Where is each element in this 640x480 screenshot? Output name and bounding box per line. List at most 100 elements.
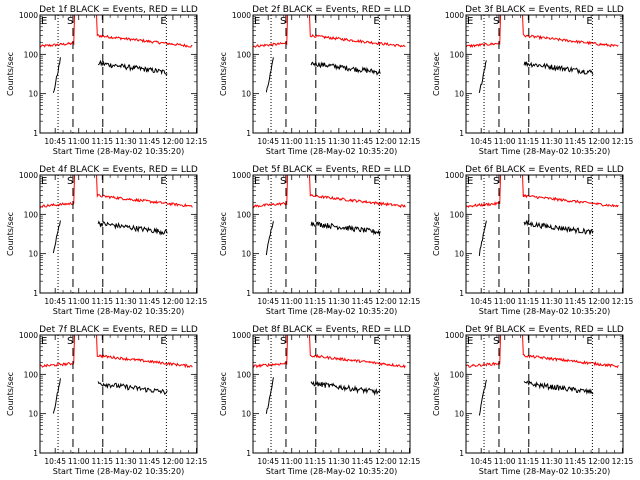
y-axis-label: Counts/sec xyxy=(6,52,15,96)
x-tick-label: 12:15 xyxy=(186,457,208,466)
y-tick-label: 10 xyxy=(28,250,38,259)
y-tick-label: 1000 xyxy=(19,11,38,20)
y-tick-label: 1000 xyxy=(232,11,251,20)
y-tick-label: 1000 xyxy=(19,171,38,180)
x-axis-label: Start Time (28-May-02 10:35:20) xyxy=(479,307,610,316)
flag-label: E xyxy=(254,176,260,187)
lld-series-line xyxy=(252,334,406,369)
y-tick-label: 1000 xyxy=(445,11,464,20)
x-tick-label: 10:45 xyxy=(470,297,492,306)
y-tick-label: 1000 xyxy=(232,171,251,180)
y-axis-label: Counts/sec xyxy=(219,372,228,416)
detector-panel-1f: Det 1f BLACK = Events, RED = LLD Counts/s… xyxy=(6,5,208,156)
events-series-line-1 xyxy=(52,378,61,414)
lld-series-line xyxy=(39,14,193,48)
x-tick-label: 11:00 xyxy=(281,457,303,466)
events-series-line-2 xyxy=(310,61,381,76)
x-tick-label: 11:00 xyxy=(68,457,90,466)
flag-label: E xyxy=(467,16,473,27)
x-tick-label: 11:30 xyxy=(115,297,137,306)
events-series-line-1 xyxy=(265,57,274,93)
x-tick-label: 10:45 xyxy=(470,457,492,466)
y-tick-label: 1 xyxy=(33,129,38,138)
y-tick-label: 1 xyxy=(246,449,251,458)
x-tick-label: 11:15 xyxy=(91,137,113,146)
y-axis-label: Counts/sec xyxy=(432,372,441,416)
x-tick-label: 12:00 xyxy=(375,137,397,146)
x-tick-label: 11:00 xyxy=(281,297,303,306)
detector-panel-4f: Det 4f BLACK = Events, RED = LLD Counts/s… xyxy=(6,165,208,316)
x-tick-label: 11:00 xyxy=(68,137,90,146)
plot-frame xyxy=(252,334,411,454)
y-tick-label: 10 xyxy=(28,410,38,419)
flag-label: E xyxy=(586,336,592,347)
x-tick-label: 12:15 xyxy=(612,137,634,146)
x-tick-label: 11:00 xyxy=(494,457,516,466)
events-series-line-2 xyxy=(97,220,168,236)
x-tick-label: 11:00 xyxy=(68,297,90,306)
x-tick-label: 11:15 xyxy=(91,297,113,306)
events-series-line-2 xyxy=(523,61,594,75)
x-tick-label: 11:30 xyxy=(328,297,350,306)
events-series-line-2 xyxy=(310,380,381,396)
x-tick-label: 11:45 xyxy=(352,137,374,146)
detector-panel-7f: Det 7f BLACK = Events, RED = LLD Counts/s… xyxy=(6,325,208,476)
y-tick-label: 1000 xyxy=(445,171,464,180)
x-tick-label: 12:00 xyxy=(588,457,610,466)
flag-label: S xyxy=(67,176,73,187)
x-tick-label: 12:00 xyxy=(588,297,610,306)
x-tick-label: 11:15 xyxy=(304,297,326,306)
x-tick-label: 12:00 xyxy=(162,137,184,146)
panel-title: Det 7f BLACK = Events, RED = LLD xyxy=(39,325,198,335)
x-tick-label: 11:15 xyxy=(91,457,113,466)
x-tick-label: 10:45 xyxy=(257,457,279,466)
x-tick-label: 10:45 xyxy=(470,137,492,146)
flag-label: E xyxy=(160,16,166,27)
lld-series-line xyxy=(252,174,406,209)
flag-label: S xyxy=(280,336,286,347)
y-tick-label: 1 xyxy=(246,129,251,138)
y-axis-label: Counts/sec xyxy=(6,212,15,256)
panel-title: Det 1f BLACK = Events, RED = LLD xyxy=(39,5,198,15)
y-tick-label: 100 xyxy=(237,210,252,219)
y-axis-label: Counts/sec xyxy=(432,212,441,256)
y-axis-label: Counts/sec xyxy=(432,52,441,96)
x-tick-label: 12:00 xyxy=(162,457,184,466)
x-tick-label: 11:15 xyxy=(517,457,539,466)
plot-frame xyxy=(252,174,411,294)
y-tick-label: 1 xyxy=(33,449,38,458)
x-tick-label: 12:15 xyxy=(399,297,421,306)
x-tick-label: 11:30 xyxy=(541,297,563,306)
flag-label: S xyxy=(67,16,73,27)
flag-label: E xyxy=(586,16,592,27)
x-axis-label: Start Time (28-May-02 10:35:20) xyxy=(53,467,184,476)
x-tick-label: 12:15 xyxy=(612,297,634,306)
flag-label: E xyxy=(160,336,166,347)
x-tick-label: 11:45 xyxy=(139,137,161,146)
lld-series-line xyxy=(465,174,619,208)
panel-title: Det 9f BLACK = Events, RED = LLD xyxy=(465,325,624,335)
events-series-line-1 xyxy=(52,57,61,93)
flag-label: E xyxy=(373,176,379,187)
events-series-line-1 xyxy=(478,60,487,93)
lld-series-line xyxy=(465,334,619,369)
x-tick-label: 10:45 xyxy=(44,297,66,306)
x-tick-label: 11:45 xyxy=(352,457,374,466)
events-series-line-1 xyxy=(265,221,274,256)
y-tick-label: 1 xyxy=(459,449,464,458)
x-tick-label: 11:45 xyxy=(565,137,587,146)
y-tick-label: 1 xyxy=(246,289,251,298)
panel-title: Det 8f BLACK = Events, RED = LLD xyxy=(252,325,411,335)
x-tick-label: 11:45 xyxy=(565,457,587,466)
x-axis-label: Start Time (28-May-02 10:35:20) xyxy=(53,307,184,316)
x-tick-label: 12:15 xyxy=(399,457,421,466)
flag-label: E xyxy=(254,336,260,347)
plot-frame xyxy=(39,14,198,134)
x-tick-label: 11:00 xyxy=(494,137,516,146)
x-tick-label: 12:00 xyxy=(588,137,610,146)
plot-frame xyxy=(252,14,411,134)
events-series-line-2 xyxy=(523,219,594,235)
lld-series-line xyxy=(39,174,193,208)
y-tick-label: 100 xyxy=(24,210,39,219)
plot-frame xyxy=(465,174,624,294)
